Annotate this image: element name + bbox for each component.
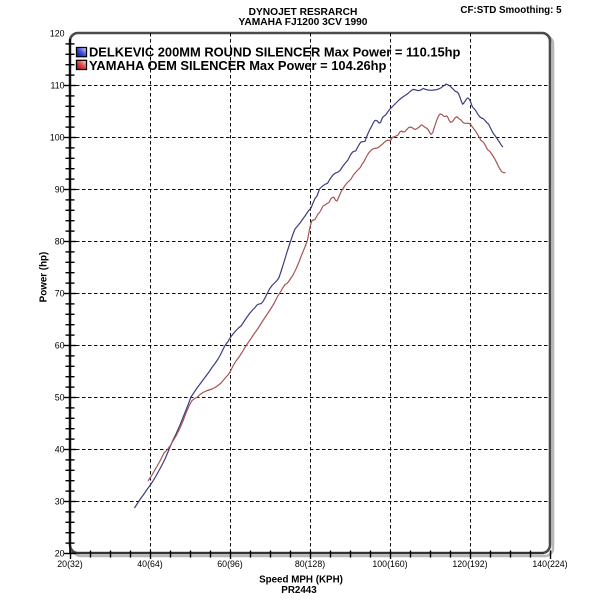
svg-text:70: 70 (55, 288, 65, 298)
svg-text:80(128): 80(128) (295, 559, 325, 569)
svg-text:100: 100 (50, 132, 65, 142)
svg-text:50: 50 (55, 392, 65, 402)
svg-text:Speed MPH (KPH): Speed MPH (KPH) (259, 574, 343, 585)
svg-text:40(64): 40(64) (137, 559, 162, 569)
svg-text:40: 40 (55, 444, 65, 454)
svg-text:DELKEVIC 200MM ROUND SILENCER: DELKEVIC 200MM ROUND SILENCER Max Power … (89, 45, 461, 60)
svg-text:CF:STD Smoothing: 5: CF:STD Smoothing: 5 (460, 5, 562, 16)
svg-text:140(224): 140(224) (532, 559, 567, 569)
svg-text:80: 80 (55, 236, 65, 246)
svg-text:60: 60 (55, 340, 65, 350)
svg-text:100(160): 100(160) (372, 559, 407, 569)
svg-text:20: 20 (55, 548, 65, 558)
svg-text:90: 90 (55, 184, 65, 194)
svg-text:120(192): 120(192) (452, 559, 487, 569)
svg-text:PR2443: PR2443 (281, 585, 317, 596)
svg-text:110: 110 (50, 80, 64, 90)
svg-text:YAMAHA OEM SILENCER Max Power: YAMAHA OEM SILENCER Max Power = 104.26hp (89, 58, 387, 73)
svg-text:Power (hp): Power (hp) (39, 252, 50, 303)
svg-text:DYNOJET RESRARCH: DYNOJET RESRARCH (249, 7, 358, 18)
svg-text:20(32): 20(32) (57, 559, 82, 569)
svg-text:120: 120 (50, 28, 65, 38)
svg-text:60(96): 60(96) (217, 559, 242, 569)
svg-text:YAMAHA FJ1200 3CV 1990: YAMAHA FJ1200 3CV 1990 (239, 17, 368, 28)
svg-text:30: 30 (55, 496, 65, 506)
